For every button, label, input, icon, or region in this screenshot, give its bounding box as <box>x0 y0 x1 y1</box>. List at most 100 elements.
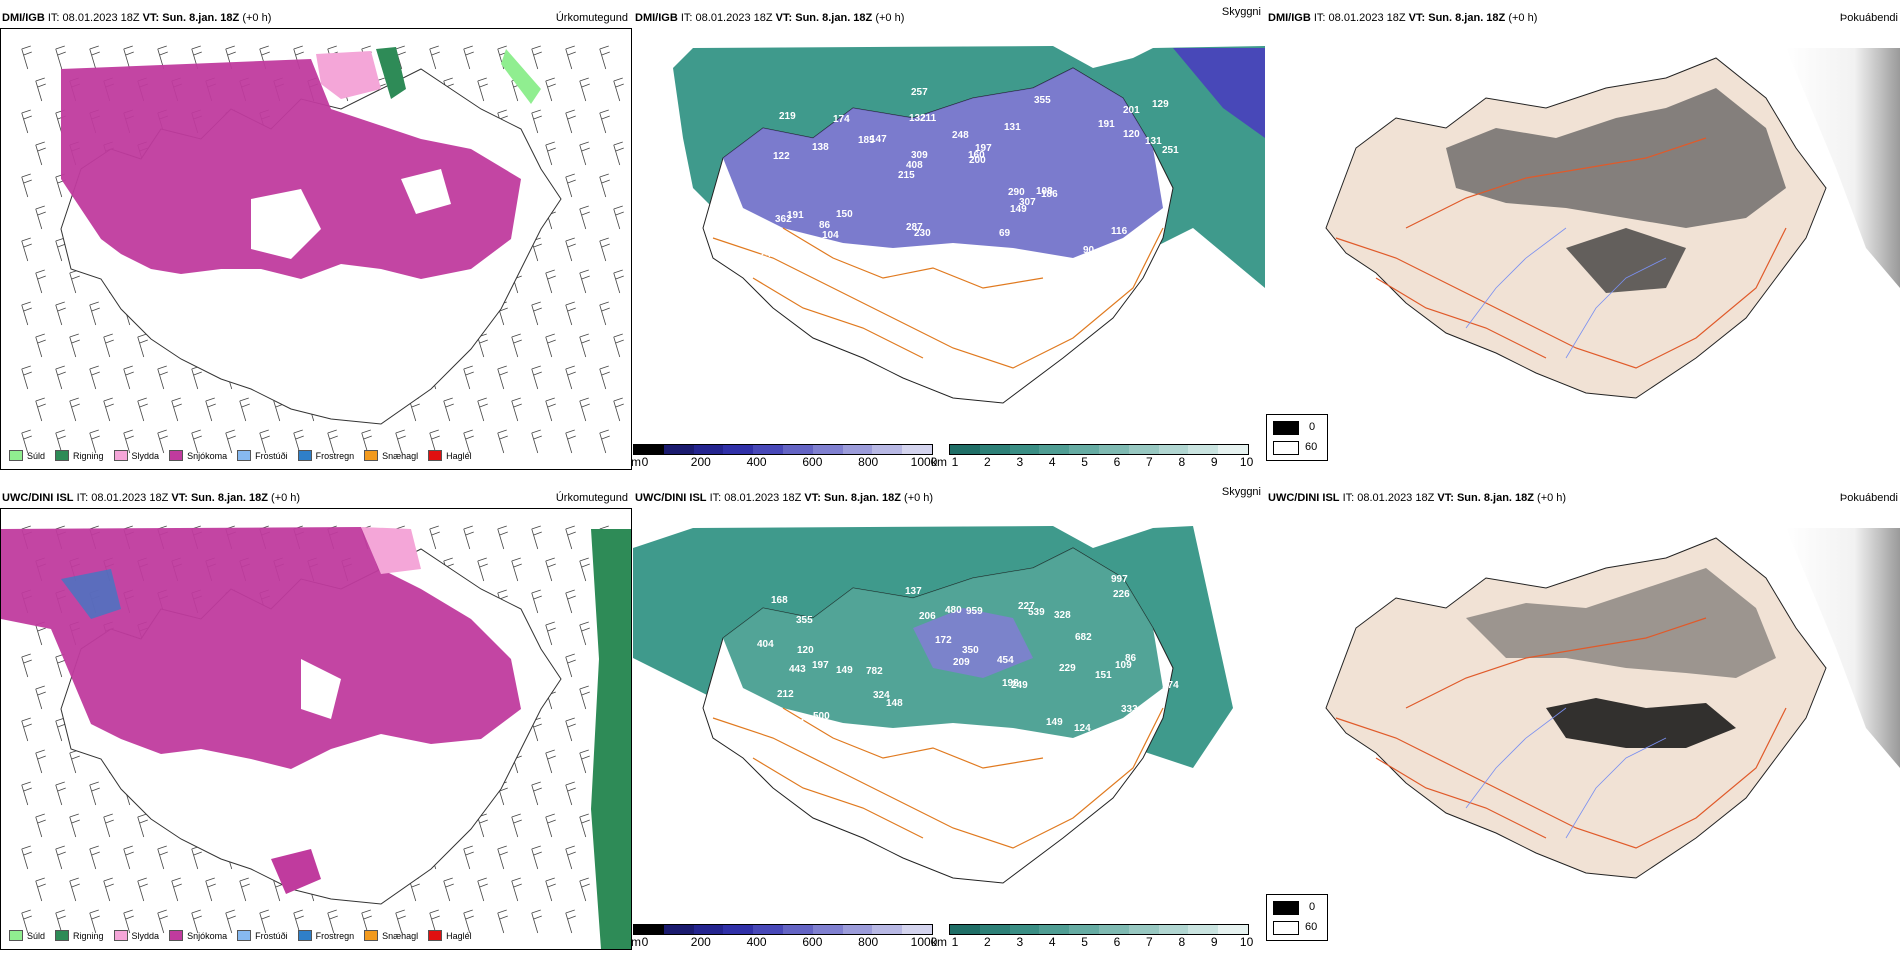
legend-swatch <box>364 450 379 461</box>
wind-barb <box>545 749 556 774</box>
colorbar-tick: 800 <box>858 455 879 469</box>
fog-swatch-high <box>1273 901 1299 915</box>
wind-barb <box>21 109 32 134</box>
colorbar-segment <box>842 445 873 454</box>
colorbar-segment <box>663 445 694 454</box>
colorbar-tick: 600 <box>802 455 823 469</box>
wind-barb <box>103 877 114 902</box>
cloud-base-label: 160 <box>968 150 985 161</box>
legend-item: Frostregn <box>297 930 354 941</box>
it-value: 08.01.2023 18Z <box>1328 12 1406 24</box>
vt-label: VT: <box>1437 492 1454 504</box>
colorbar-segment <box>1039 925 1070 934</box>
it-label: IT: <box>47 12 60 24</box>
cloud-base-label: 362 <box>775 214 792 225</box>
cloud-base-label: 132 <box>909 113 926 124</box>
cloud-base-label: 209 <box>953 657 970 668</box>
cloud-base-label: 122 <box>773 151 790 162</box>
cloud-base-label: 682 <box>1075 632 1092 643</box>
wind-barb <box>477 77 488 102</box>
legend-swatch <box>55 450 70 461</box>
wind-barb <box>259 909 270 934</box>
colorbar-tick: 1 <box>951 935 959 949</box>
cloud-base-label: 230 <box>914 228 931 239</box>
colorbar-segment <box>1009 925 1040 934</box>
ceiling-patches <box>913 608 1033 678</box>
wind-barb <box>531 845 542 870</box>
cloud-base-label: 185 <box>858 135 875 146</box>
cloud-base-label: 148 <box>886 698 903 709</box>
cloud-map-graphic: 153 122 201 215 131 198 132 248 191 147 338 104 211 1… <box>633 28 1265 428</box>
precip-map[interactable]: Súld Rigning Slydda Snjókoma Frostúði Frostre… <box>0 508 632 950</box>
legend-item: Frostregn <box>297 450 354 461</box>
colorbar-segment <box>1128 925 1159 934</box>
cloud-base-label: 69 <box>999 228 1011 239</box>
it-label: IT: <box>76 492 89 504</box>
wind-barb <box>599 109 610 134</box>
wind-barb <box>613 77 624 102</box>
cloud-base-label: 151 <box>1095 670 1112 681</box>
wind-barb <box>21 653 32 678</box>
precip-map-graphic <box>1 509 631 949</box>
road-network <box>712 707 1164 849</box>
colorbar-segment <box>1069 445 1099 454</box>
fog-map[interactable] <box>1266 28 1900 428</box>
visibility-colorbar-bar <box>949 444 1249 455</box>
wind-barb <box>599 365 610 390</box>
cloud-base-label: 138 <box>812 142 829 153</box>
cloud-base-label: 333 <box>1121 704 1138 715</box>
cloud-base-label: 480 <box>945 605 962 616</box>
rain-strip-east <box>591 529 631 949</box>
lead-time: (+0 h) <box>242 12 272 24</box>
wind-barb <box>477 397 488 422</box>
colorbar-tick: 1000 <box>910 455 938 469</box>
cloud-base-label: 131 <box>1004 122 1021 133</box>
wind-barb <box>293 909 304 934</box>
wind-barb <box>579 877 590 902</box>
wind-barb <box>55 781 66 806</box>
panel-fog-uwc: UWC/DINI ISL IT: 08.01.2023 18Z VT: Sun.… <box>1266 490 1900 950</box>
cloud-base-label: 443 <box>789 664 806 675</box>
lead-time: (+0 h) <box>1537 492 1567 504</box>
wind-barb <box>565 589 576 614</box>
wind-barb <box>395 429 406 454</box>
cloud-base-label: 287 <box>906 222 923 233</box>
colorbar-tick: 10 <box>1239 455 1254 469</box>
cloud-base-label: 782 <box>866 666 883 677</box>
colorbar-segment <box>902 445 932 454</box>
visibility-unit: km <box>931 455 947 469</box>
cloud-base-label: 211 <box>920 113 937 124</box>
fog-map-graphic <box>1266 508 1900 908</box>
legend-item: Snjókoma <box>169 930 227 941</box>
wind-barb <box>55 45 66 70</box>
cloud-map[interactable]: 153 122 201 215 131 198 132 248 191 147 338 104 211 1… <box>633 28 1265 428</box>
legend-label: Haglél <box>446 930 472 941</box>
model-name: DMI/IGB <box>1268 12 1311 24</box>
it-label: IT: <box>680 12 693 24</box>
panel-title: UWC/DINI ISL IT: 08.01.2023 18Z VT: Sun.… <box>2 490 628 506</box>
wind-barb <box>565 429 576 454</box>
fog-roads <box>1335 617 1787 849</box>
colorbar-segment <box>693 445 724 454</box>
fog-map[interactable] <box>1266 508 1900 908</box>
wind-barb <box>35 333 46 358</box>
wind-barb <box>579 333 590 358</box>
wind-barb <box>69 333 80 358</box>
colorbar-tick: 7 <box>1146 455 1153 469</box>
wind-barb <box>69 813 80 838</box>
vt-label: VT: <box>142 12 160 24</box>
wind-barb <box>103 813 114 838</box>
colorbar-segment <box>902 925 932 934</box>
cloud-map[interactable]: 423 197 198 168 333 355 500 782 328 480 539 124 148 1… <box>633 508 1265 908</box>
it-value: 08.01.2023 18Z <box>91 492 169 504</box>
it-label: IT: <box>709 492 722 504</box>
precip-map[interactable]: Súld Rigning Slydda Snjókoma Frostúði Frostre… <box>0 28 632 470</box>
legend-swatch <box>55 930 70 941</box>
wind-barb <box>565 525 576 550</box>
cloud-base-label: 404 <box>757 639 774 650</box>
colorbar-tick: 9 <box>1210 935 1218 949</box>
legend-item: Haglél <box>428 450 472 461</box>
colorbar-segment <box>979 445 1010 454</box>
colorbar-segment <box>1009 445 1040 454</box>
fog-sea-east <box>1786 528 1900 768</box>
